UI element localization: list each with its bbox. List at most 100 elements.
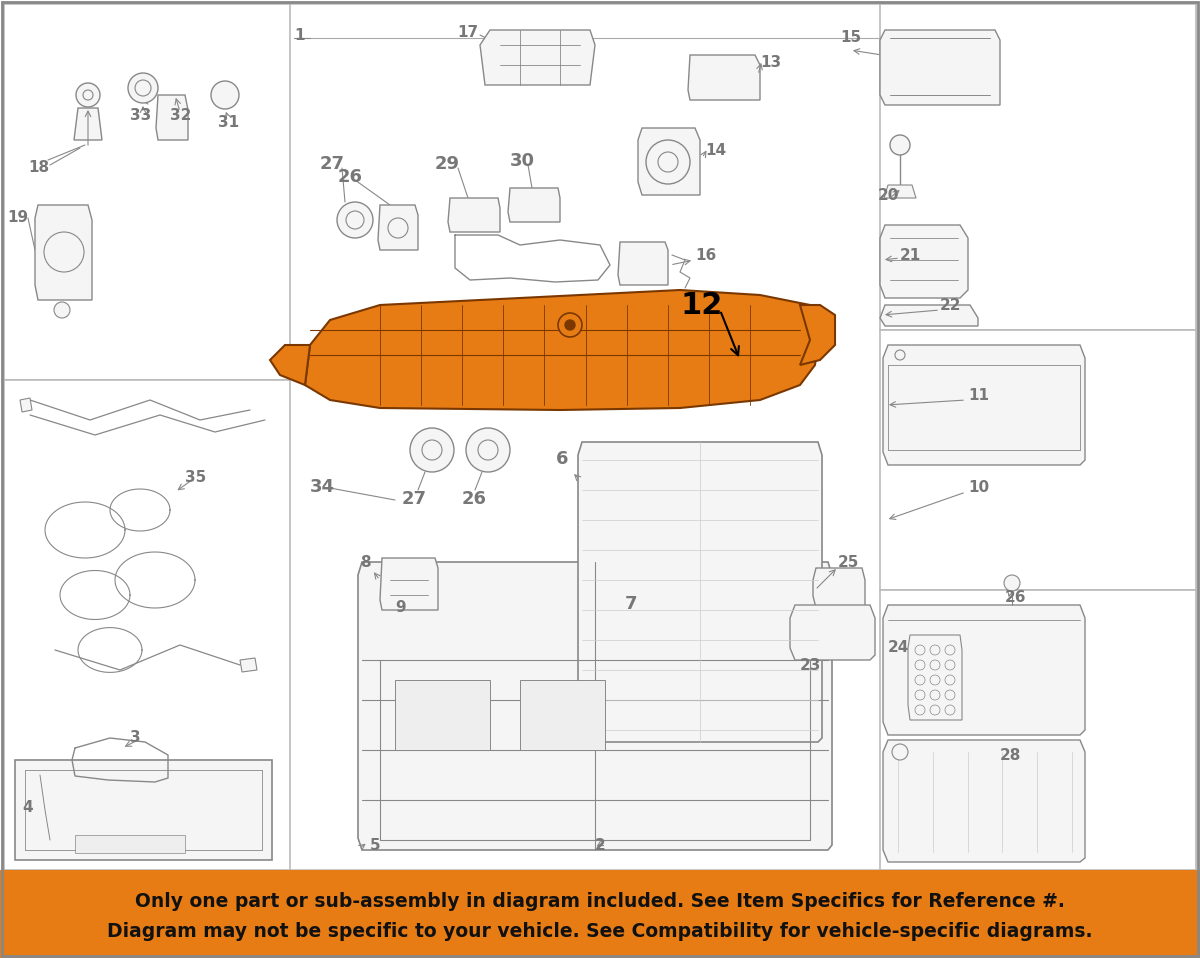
Bar: [4, 4, 290, 380]
Circle shape: [44, 232, 84, 272]
Circle shape: [410, 428, 454, 472]
Bar: [0, 870, 1200, 958]
Polygon shape: [35, 205, 92, 300]
Circle shape: [946, 660, 955, 670]
Text: 35: 35: [185, 470, 206, 485]
Text: 8: 8: [360, 555, 371, 570]
Polygon shape: [378, 205, 418, 250]
Bar: [4, 380, 290, 870]
Text: 16: 16: [695, 248, 716, 263]
Circle shape: [346, 211, 364, 229]
Circle shape: [916, 645, 925, 655]
Text: 27: 27: [402, 490, 427, 508]
Polygon shape: [688, 55, 760, 100]
Polygon shape: [480, 30, 595, 85]
Circle shape: [916, 705, 925, 715]
Polygon shape: [800, 305, 835, 365]
Text: 21: 21: [900, 248, 922, 263]
Circle shape: [558, 313, 582, 337]
Text: 19: 19: [7, 210, 28, 225]
Polygon shape: [790, 605, 875, 660]
Polygon shape: [20, 398, 32, 412]
Polygon shape: [880, 225, 968, 298]
Circle shape: [916, 675, 925, 685]
Text: 7: 7: [625, 595, 637, 613]
Text: 34: 34: [310, 478, 335, 496]
Text: Only one part or sub-assembly in diagram included. See Item Specifics for Refere: Only one part or sub-assembly in diagram…: [136, 892, 1064, 911]
Circle shape: [946, 690, 955, 700]
Text: 27: 27: [320, 155, 346, 173]
Polygon shape: [240, 658, 257, 672]
Text: 32: 32: [170, 108, 191, 123]
Text: 3: 3: [130, 730, 140, 745]
Polygon shape: [520, 680, 605, 750]
Bar: [880, 590, 1196, 870]
Text: 2: 2: [595, 838, 606, 853]
Polygon shape: [395, 680, 490, 750]
Circle shape: [478, 440, 498, 460]
Circle shape: [930, 690, 940, 700]
Text: 31: 31: [218, 115, 239, 130]
Polygon shape: [358, 562, 832, 850]
Text: 14: 14: [706, 143, 726, 158]
Text: 6: 6: [556, 450, 568, 468]
Polygon shape: [14, 760, 272, 860]
Text: 29: 29: [436, 155, 460, 173]
Text: 30: 30: [510, 152, 535, 170]
Polygon shape: [883, 345, 1085, 465]
Circle shape: [946, 675, 955, 685]
Polygon shape: [156, 95, 188, 140]
Bar: [880, 330, 1196, 590]
Circle shape: [83, 90, 94, 100]
Circle shape: [54, 302, 70, 318]
Text: 5: 5: [370, 838, 380, 853]
Polygon shape: [74, 108, 102, 140]
Text: 12: 12: [680, 290, 722, 320]
Polygon shape: [508, 188, 560, 222]
Polygon shape: [618, 242, 668, 285]
Circle shape: [946, 645, 955, 655]
Text: 33: 33: [130, 108, 151, 123]
Polygon shape: [908, 635, 962, 720]
Text: 1: 1: [294, 28, 305, 43]
Text: 18: 18: [28, 160, 49, 175]
Text: 26: 26: [462, 490, 487, 508]
Polygon shape: [380, 558, 438, 610]
Circle shape: [646, 140, 690, 184]
Circle shape: [890, 135, 910, 155]
Bar: [74, 835, 185, 853]
Polygon shape: [884, 185, 916, 198]
Circle shape: [1004, 575, 1020, 591]
Text: 23: 23: [800, 658, 821, 673]
Text: 9: 9: [395, 600, 406, 615]
Text: 26: 26: [338, 168, 364, 186]
Text: Diagram may not be specific to your vehicle. See Compatibility for vehicle-speci: Diagram may not be specific to your vehi…: [107, 922, 1093, 941]
Polygon shape: [880, 30, 1000, 105]
Text: 28: 28: [1000, 748, 1021, 763]
Text: 26: 26: [1006, 590, 1026, 605]
Text: 15: 15: [840, 30, 862, 45]
Circle shape: [930, 645, 940, 655]
Text: 25: 25: [838, 555, 859, 570]
Text: 4: 4: [22, 800, 32, 815]
Polygon shape: [883, 605, 1085, 735]
Text: 13: 13: [760, 55, 781, 70]
Circle shape: [892, 744, 908, 760]
Text: 20: 20: [878, 188, 899, 203]
Circle shape: [930, 660, 940, 670]
Text: 10: 10: [968, 480, 989, 495]
Text: 24: 24: [888, 640, 910, 655]
Circle shape: [466, 428, 510, 472]
Circle shape: [946, 705, 955, 715]
Polygon shape: [883, 740, 1085, 862]
Circle shape: [128, 73, 158, 103]
Circle shape: [916, 690, 925, 700]
Circle shape: [76, 83, 100, 107]
Circle shape: [916, 660, 925, 670]
Circle shape: [388, 218, 408, 238]
Polygon shape: [305, 290, 820, 410]
Bar: [880, 4, 1196, 330]
Polygon shape: [638, 128, 700, 195]
Text: 22: 22: [940, 298, 961, 313]
Text: 11: 11: [968, 388, 989, 403]
